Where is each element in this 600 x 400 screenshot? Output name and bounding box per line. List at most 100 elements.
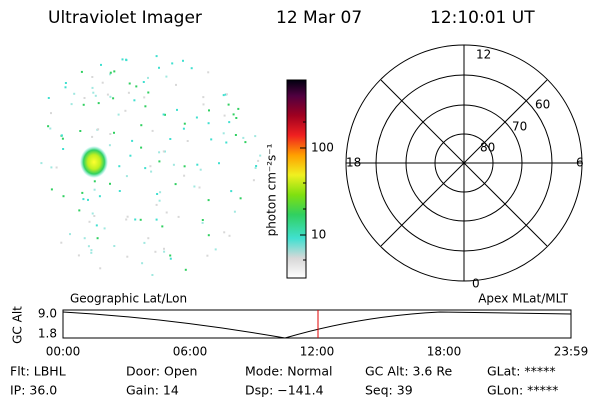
noise-pixel: [61, 137, 64, 140]
noise-pixel: [202, 96, 205, 99]
noise-pixel: [101, 81, 104, 84]
noise-pixel: [150, 170, 153, 173]
noise-pixel: [233, 210, 236, 213]
colorbar: [286, 79, 307, 279]
noise-pixel: [73, 92, 76, 95]
image-noise: [40, 55, 262, 276]
noise-pixel: [50, 112, 52, 115]
noise-pixel: [40, 162, 43, 165]
noise-pixel: [117, 113, 120, 116]
noise-pixel: [113, 131, 115, 134]
noise-pixel: [87, 245, 90, 248]
noise-pixel: [97, 102, 100, 105]
status-field: GLat: *****: [487, 364, 556, 379]
noise-pixel: [140, 124, 143, 127]
status-field: Seq: 39: [365, 383, 413, 398]
noise-pixel: [199, 168, 202, 171]
noise-pixel: [155, 218, 158, 221]
noise-pixel: [97, 128, 100, 131]
colorbar-ticks: [300, 121, 306, 261]
noise-pixel: [133, 99, 136, 102]
noise-pixel: [210, 138, 213, 141]
noise-pixel: [158, 199, 161, 202]
noise-pixel: [257, 159, 260, 162]
noise-pixel: [151, 274, 154, 276]
noise-pixel: [208, 109, 210, 112]
lat-label: 80: [480, 141, 495, 155]
noise-pixel: [69, 233, 71, 236]
noise-pixel: [144, 105, 147, 108]
noise-pixel: [169, 257, 172, 260]
noise-pixel: [183, 122, 186, 125]
altitude-curve: [62, 311, 572, 339]
noise-pixel: [64, 82, 67, 84]
noise-pixel: [156, 193, 159, 195]
noise-pixel: [239, 197, 242, 200]
noise-pixel: [158, 66, 160, 69]
noise-pixel: [158, 151, 161, 154]
noise-pixel: [158, 160, 161, 163]
noise-pixel: [87, 198, 89, 201]
status-panel: Flt: LBHL Door: Open Mode: Normal GC Alt: 3…: [10, 364, 558, 398]
noise-pixel: [228, 121, 231, 124]
noise-pixel: [80, 70, 83, 73]
noise-pixel: [225, 93, 228, 96]
noise-pixel: [165, 75, 168, 78]
strip-left-title: Geographic Lat/Lon: [70, 292, 187, 306]
noise-pixel: [91, 135, 94, 138]
noise-pixel: [165, 211, 168, 214]
noise-pixel: [109, 71, 112, 74]
noise-pixel: [109, 95, 112, 98]
strip-frame: [62, 309, 572, 339]
noise-pixel: [227, 103, 230, 106]
colorbar-label: photon cm⁻²s⁻¹: [265, 143, 279, 236]
noise-pixel: [109, 73, 112, 76]
noise-pixel: [50, 166, 53, 169]
noise-pixel: [228, 234, 231, 237]
noise-pixel: [222, 132, 225, 135]
noise-pixel: [198, 186, 201, 189]
noise-pixel: [70, 103, 73, 106]
noise-pixel: [93, 188, 96, 191]
noise-pixel: [113, 245, 116, 247]
noise-pixel: [93, 180, 96, 183]
noise-pixel: [184, 268, 187, 271]
noise-pixel: [201, 221, 204, 224]
noise-pixel: [96, 237, 99, 240]
noise-pixel: [235, 117, 238, 119]
noise-pixel: [134, 218, 137, 221]
noise-pixel: [140, 146, 143, 149]
noise-pixel: [55, 166, 58, 169]
strip-right-title: Apex MLat/MLT: [478, 292, 568, 306]
noise-pixel: [149, 165, 152, 168]
noise-pixel: [91, 86, 94, 89]
noise-pixel: [50, 188, 53, 191]
noise-pixel: [118, 165, 121, 168]
noise-pixel: [202, 103, 205, 106]
noise-pixel: [207, 71, 210, 74]
noise-pixel: [207, 199, 210, 202]
noise-pixel: [91, 212, 94, 215]
noise-pixel: [64, 86, 67, 89]
status-field: Mode: Normal: [245, 364, 332, 379]
date: 12 Mar 07: [276, 8, 362, 28]
noise-pixel: [230, 190, 233, 193]
noise-pixel: [224, 93, 227, 96]
noise-pixel: [169, 138, 172, 140]
noise-pixel: [206, 254, 209, 257]
noise-pixel: [47, 97, 50, 99]
noise-pixel: [159, 191, 162, 194]
noise-pixel: [155, 203, 158, 206]
mlt-label: 6: [576, 156, 584, 170]
noise-pixel: [143, 96, 146, 99]
instrument-title: Ultraviolet Imager: [48, 8, 202, 28]
noise-pixel: [62, 148, 65, 150]
noise-pixel: [131, 139, 134, 142]
noise-pixel: [49, 127, 52, 130]
noise-pixel: [113, 70, 116, 73]
noise-pixel: [254, 167, 257, 169]
noise-pixel: [83, 97, 86, 99]
noise-pixel: [252, 179, 255, 182]
